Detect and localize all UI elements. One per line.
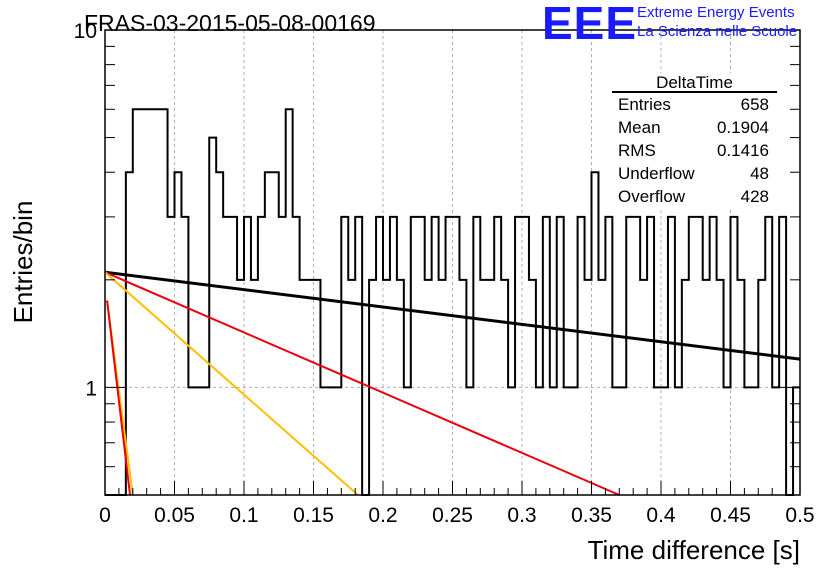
stats-value: 0.1416 xyxy=(717,141,769,160)
stats-value: 0.1904 xyxy=(717,118,769,137)
eee-logo: EEE xyxy=(542,0,638,49)
x-tick-label: 0.3 xyxy=(507,504,536,527)
stats-label: Underflow xyxy=(618,164,695,183)
stats-value: 428 xyxy=(741,187,769,206)
fit-curve-red xyxy=(106,300,132,496)
y-tick-label: 10 xyxy=(74,20,97,43)
axes: 0 0.05 0.1 0.15 0.2 0.25 0.3 0.35 0.4 0.45 0.5 1 10 xyxy=(74,20,815,527)
stats-value: 48 xyxy=(750,164,769,183)
stats-label: Overflow xyxy=(618,187,686,206)
fit-curve-black xyxy=(104,270,801,361)
stats-label: RMS xyxy=(618,141,656,160)
stats-box: DeltaTime Entries 658 Mean 0.1904 RMS 0.1416 Un… xyxy=(612,73,777,208)
stats-background xyxy=(612,73,777,208)
run-title: FRAS-03-2015-05-08-00169 xyxy=(84,10,376,36)
x-axis-label: Time difference [s] xyxy=(588,535,800,565)
x-tick-label: 0.45 xyxy=(710,504,751,527)
logo-subtitle-line2: La Scienza nelle Scuole xyxy=(637,23,798,40)
x-tick-label: 0.05 xyxy=(154,504,195,527)
fit-curves xyxy=(104,270,801,496)
grid-lines xyxy=(105,30,800,495)
stats-label: Mean xyxy=(618,118,661,137)
y-axis-label: Entries/bin xyxy=(8,201,38,324)
fit-curve-red xyxy=(104,271,620,496)
x-tick-label: 0.5 xyxy=(785,504,814,527)
x-tick-label: 0.4 xyxy=(646,504,676,527)
x-tick-label: 0.1 xyxy=(229,504,258,527)
x-tick-label: 0.15 xyxy=(293,504,334,527)
x-tick-label: 0.2 xyxy=(368,504,397,527)
x-tick-label: 0 xyxy=(99,504,111,527)
fit-curve-yellow xyxy=(104,271,359,496)
stats-title: DeltaTime xyxy=(656,73,733,92)
x-tick-label: 0.35 xyxy=(571,504,612,527)
x-tick-label: 0.25 xyxy=(432,504,473,527)
histogram-series xyxy=(105,108,800,496)
y-tick-label: 1 xyxy=(85,377,97,400)
histogram-steps xyxy=(105,108,800,496)
stats-value: 658 xyxy=(741,95,769,114)
logo-subtitle-line1: Extreme Energy Events xyxy=(637,4,795,21)
stats-label: Entries xyxy=(618,95,671,114)
